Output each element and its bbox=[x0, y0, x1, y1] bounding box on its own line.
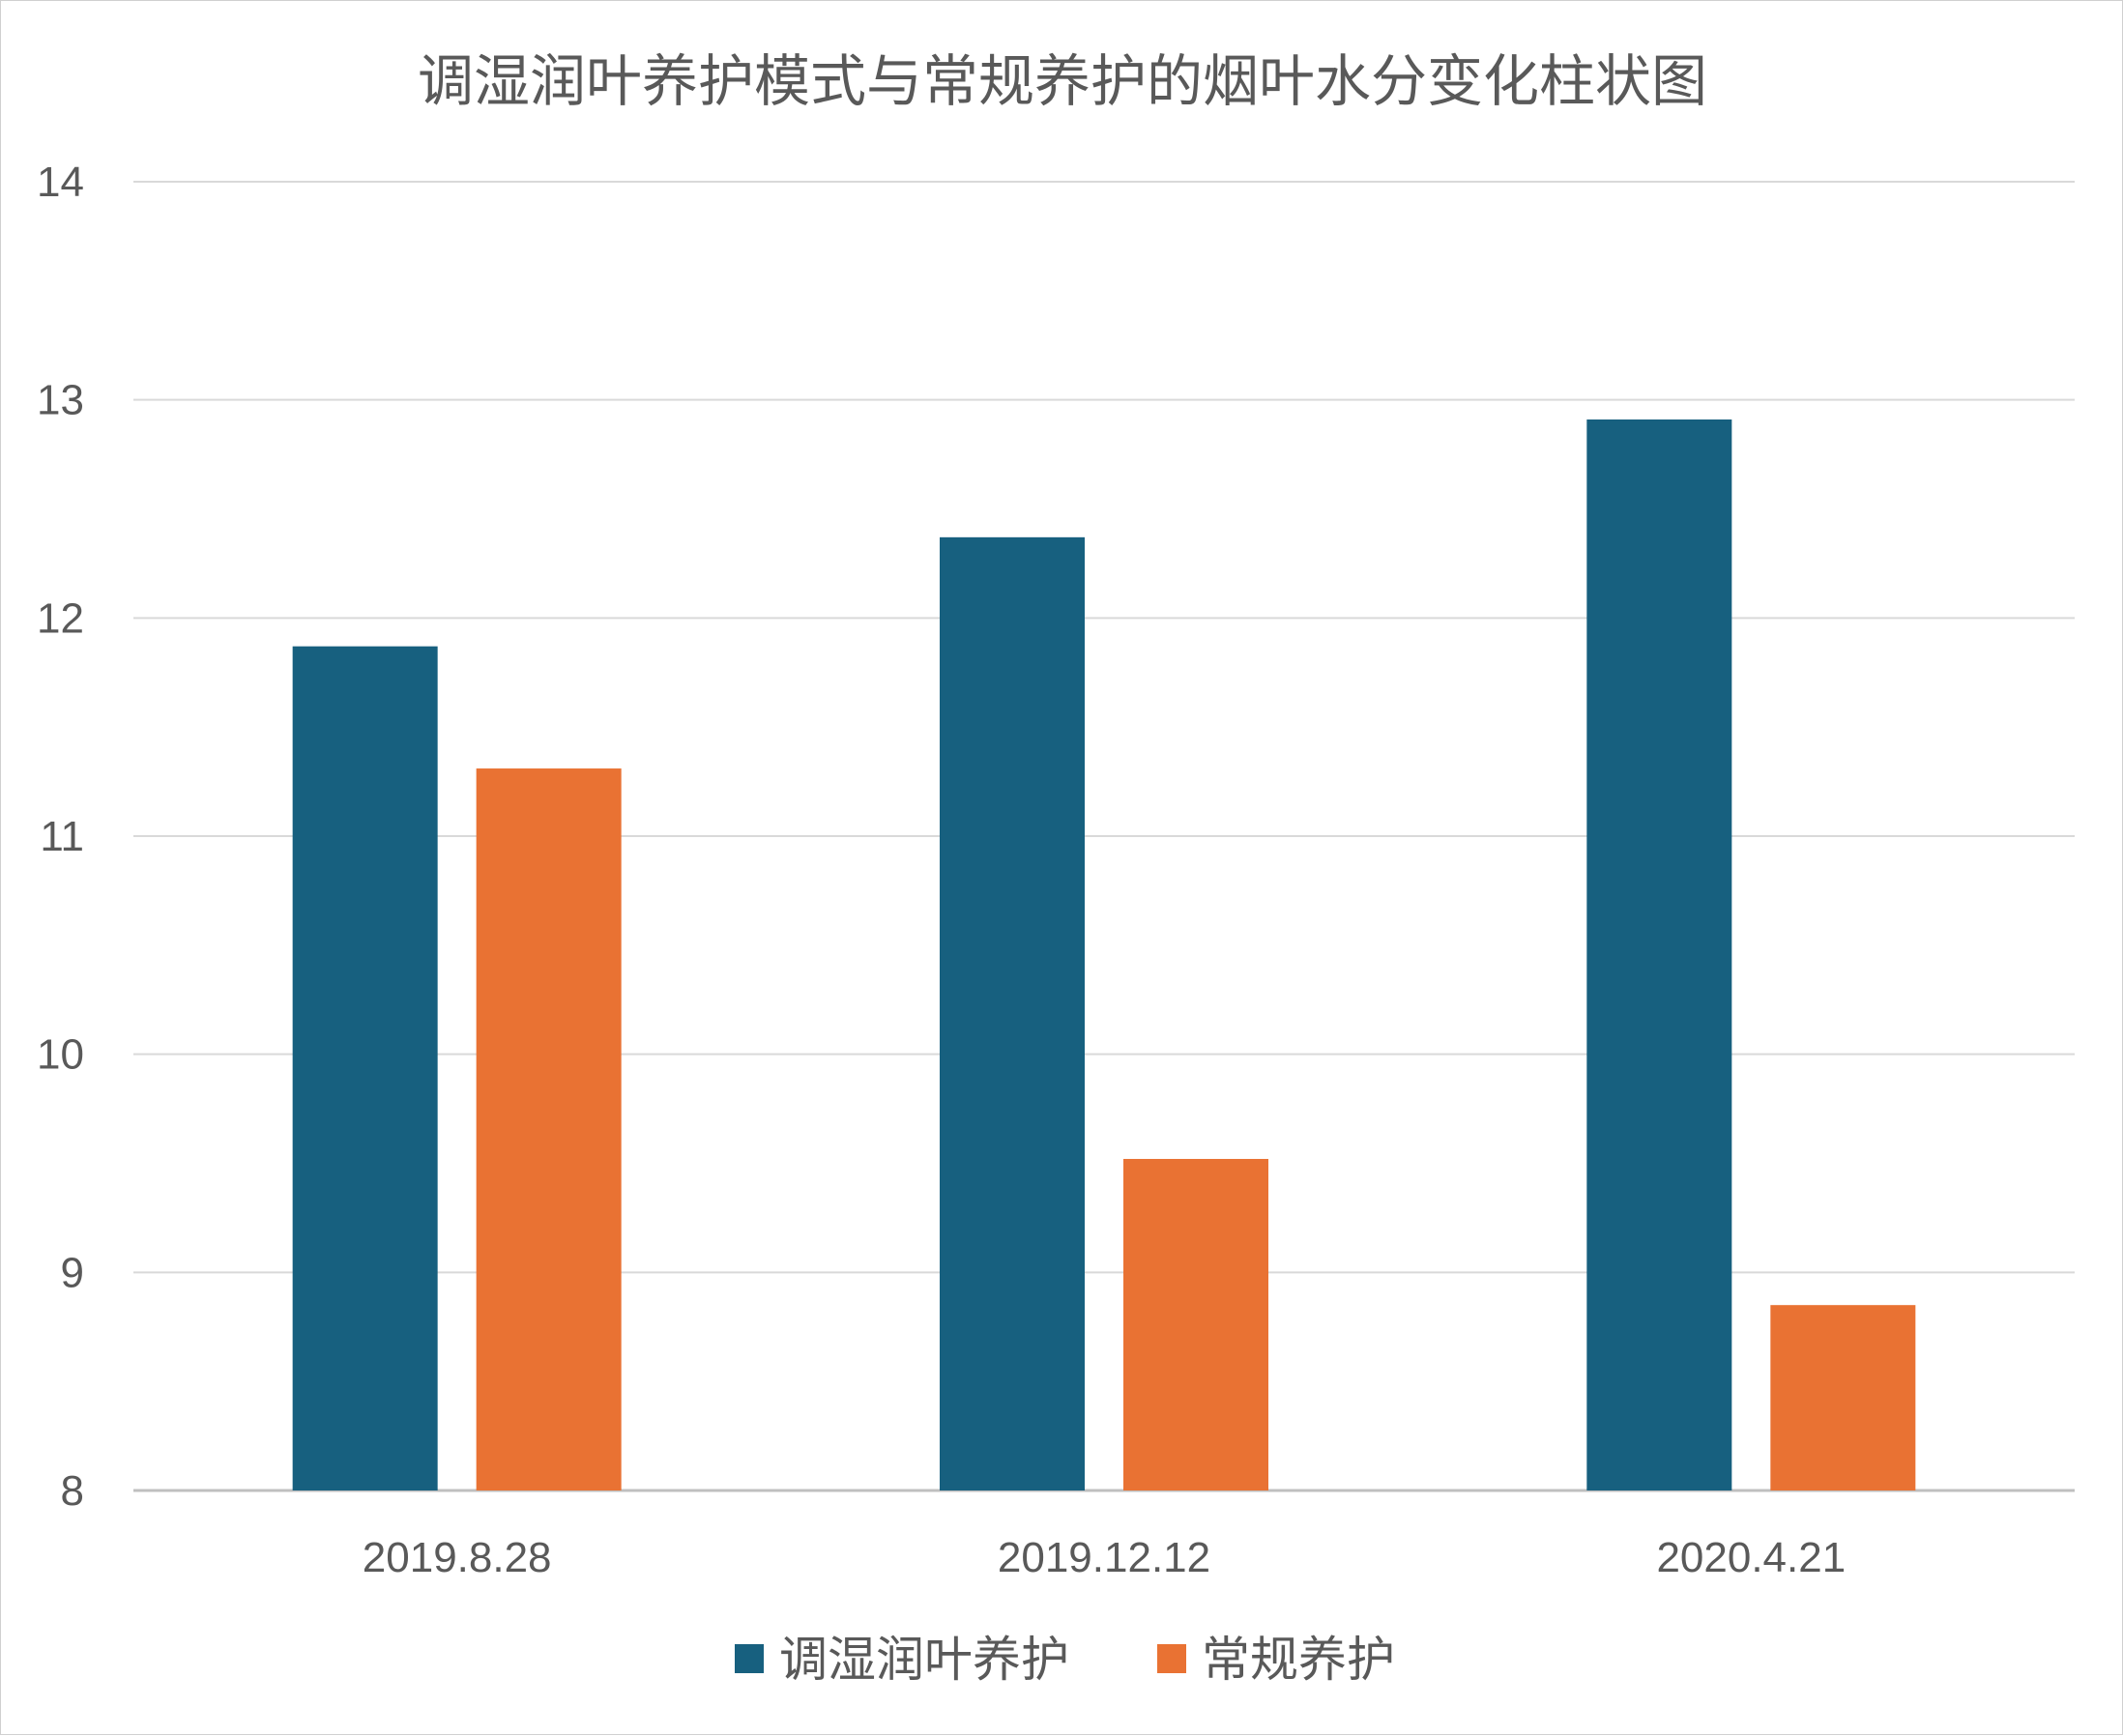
y-axis-ticks: 8 9 10 11 12 13 14 bbox=[37, 159, 84, 1515]
bar-humidified-2020-4-21 bbox=[1586, 419, 1732, 1490]
x-axis-ticks: 2019.8.28 2019.12.12 2020.4.21 bbox=[363, 1534, 1846, 1581]
x-tick-label: 2019.8.28 bbox=[363, 1534, 552, 1581]
y-tick-label: 12 bbox=[37, 594, 84, 642]
bar-humidified-2019-8-28 bbox=[292, 646, 438, 1490]
y-tick-label: 8 bbox=[61, 1467, 84, 1515]
y-tick-label: 11 bbox=[40, 813, 84, 860]
y-tick-label: 13 bbox=[37, 377, 84, 424]
legend-swatch-1 bbox=[1157, 1644, 1186, 1673]
legend: 调湿润叶养护 常规养护 bbox=[735, 1632, 1395, 1688]
bar-conventional-2019-8-28 bbox=[476, 768, 622, 1490]
y-tick-label: 9 bbox=[61, 1249, 84, 1296]
legend-label-0: 调湿润叶养护 bbox=[779, 1632, 1069, 1688]
chart-title: 调湿润叶养护模式与常规养护的烟叶水分变化柱状图 bbox=[418, 48, 1707, 114]
bar-conventional-2019-12-12 bbox=[1123, 1158, 1268, 1490]
legend-swatch-0 bbox=[735, 1644, 764, 1673]
gridlines bbox=[133, 181, 2075, 1492]
x-tick-label: 2020.4.21 bbox=[1656, 1534, 1846, 1581]
y-tick-label: 10 bbox=[37, 1031, 84, 1079]
y-tick-label: 14 bbox=[37, 159, 84, 206]
bar-humidified-2019-12-12 bbox=[940, 536, 1085, 1490]
legend-label-1: 常规养护 bbox=[1202, 1632, 1395, 1688]
bar-conventional-2020-4-21 bbox=[1770, 1305, 1916, 1490]
bars bbox=[292, 419, 1916, 1490]
x-tick-label: 2019.12.12 bbox=[998, 1534, 1210, 1581]
